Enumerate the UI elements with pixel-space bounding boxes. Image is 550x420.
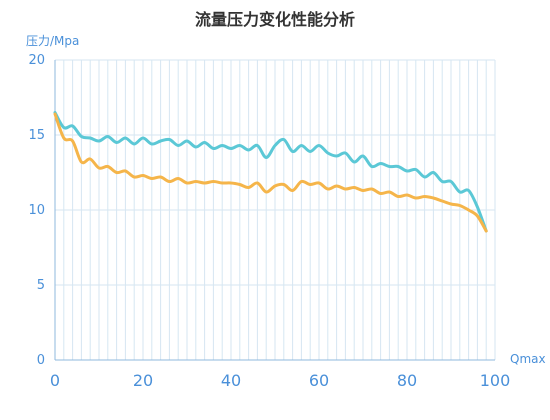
- series-line-1: [53, 111, 488, 233]
- x-tick-label: 80: [397, 371, 417, 390]
- y-tick-label: 5: [37, 278, 45, 293]
- x-tick-label: 100: [480, 371, 511, 390]
- x-tick-label: 40: [221, 371, 241, 390]
- x-axis-label: Qmax: [510, 352, 546, 366]
- x-tick-label: 0: [50, 371, 60, 390]
- y-tick-label: 0: [37, 353, 45, 368]
- x-tick-label: 60: [309, 371, 329, 390]
- y-axis-label: 压力/Mpa: [26, 34, 80, 48]
- y-tick-label: 10: [28, 203, 45, 218]
- chart-title: 流量压力变化性能分析: [194, 10, 355, 29]
- series-line-2: [53, 112, 488, 233]
- x-tick-label: 20: [133, 371, 153, 390]
- y-tick-label: 20: [28, 53, 45, 68]
- y-tick-label: 15: [28, 128, 45, 143]
